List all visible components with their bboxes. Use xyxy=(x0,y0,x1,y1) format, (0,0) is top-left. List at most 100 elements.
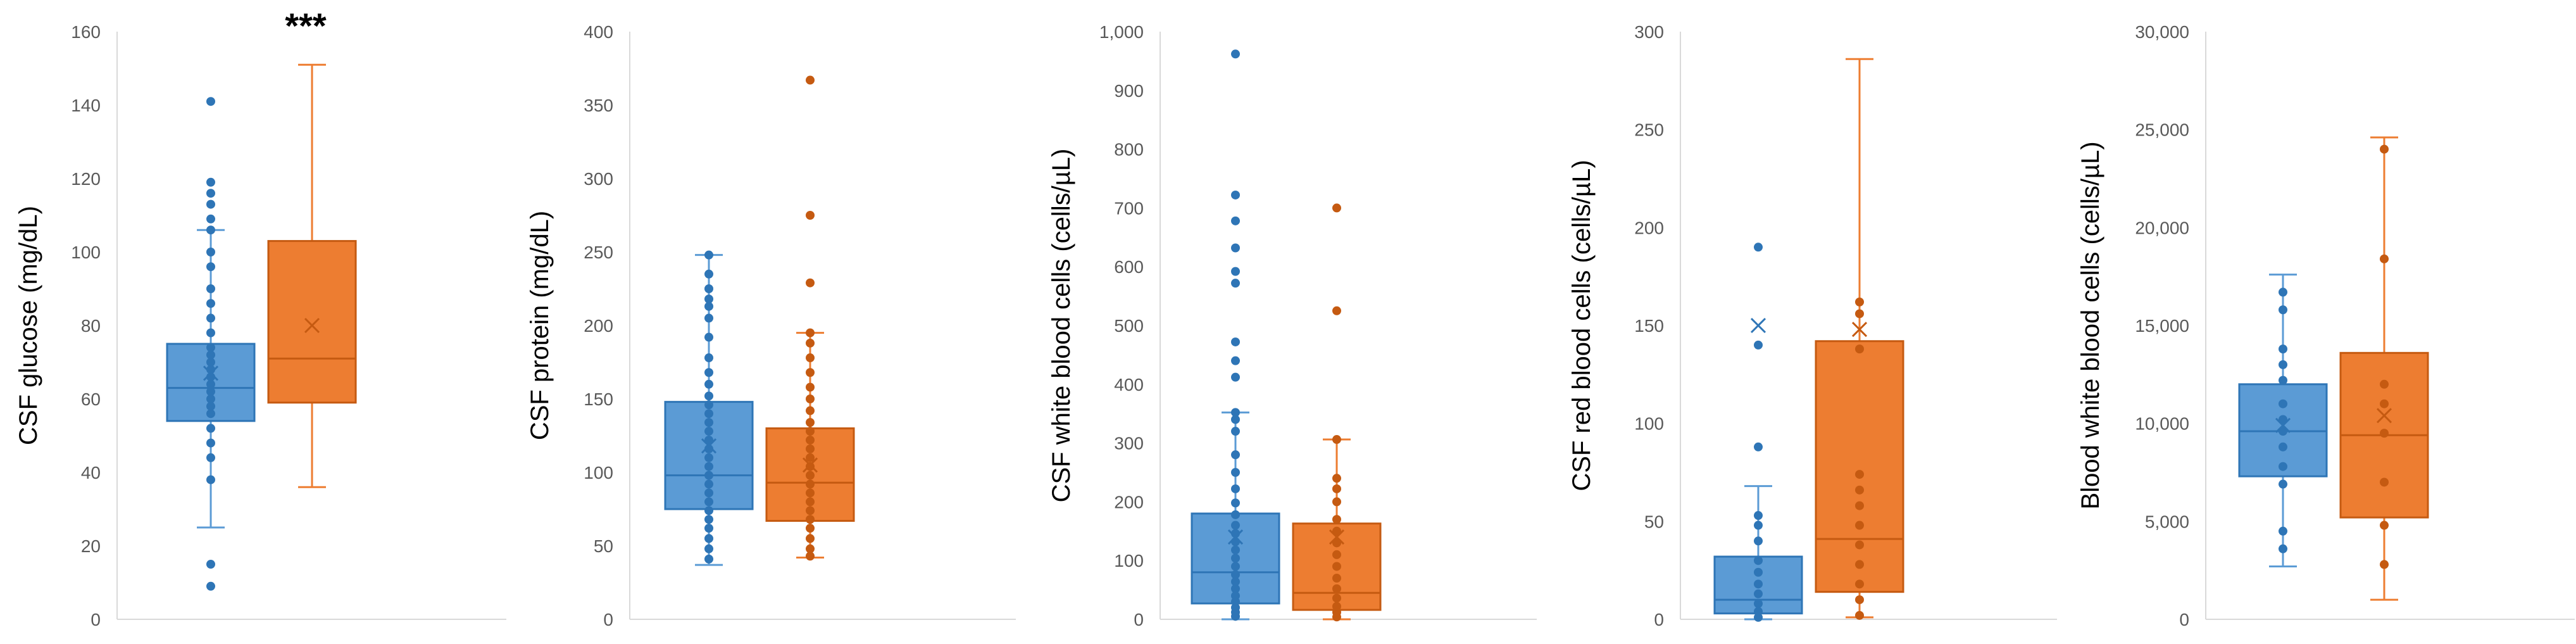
y-tick-label: 400 xyxy=(1114,375,1144,395)
data-point xyxy=(2279,399,2287,408)
series-1-box xyxy=(2238,274,2328,567)
data-point xyxy=(1332,584,1341,593)
data-point xyxy=(1855,560,1864,569)
y-tick-label: 40 xyxy=(81,463,101,483)
data-point xyxy=(1754,589,1763,598)
data-point xyxy=(206,313,215,323)
data-point xyxy=(206,225,215,235)
y-tick-label: 100 xyxy=(1114,551,1144,571)
data-point xyxy=(1231,279,1240,288)
data-point xyxy=(1754,536,1763,546)
y-tick-label: 300 xyxy=(1634,22,1664,42)
y-tick-label: 0 xyxy=(1654,610,1664,629)
y-tick-label: 0 xyxy=(603,610,613,629)
data-point xyxy=(806,462,815,471)
data-point xyxy=(1855,309,1864,319)
data-point xyxy=(2279,305,2287,315)
mean-marker xyxy=(1329,529,1345,545)
y-tick-label: 200 xyxy=(584,316,613,336)
y-axis-title: CSF protein (mg/dL) xyxy=(526,211,554,440)
data-point xyxy=(206,409,215,419)
series-1-box xyxy=(1713,243,1803,622)
data-point xyxy=(2380,560,2389,569)
data-point xyxy=(206,262,215,272)
data-point xyxy=(2279,376,2287,385)
data-point xyxy=(1332,497,1341,507)
y-tick-label: 20 xyxy=(81,536,101,556)
data-point xyxy=(1231,545,1240,555)
y-tick-label: 900 xyxy=(1114,81,1144,101)
data-point xyxy=(2380,399,2389,408)
y-tick-label: 30,000 xyxy=(2135,22,2189,42)
y-tick-label: 250 xyxy=(1634,120,1664,140)
data-point xyxy=(704,462,713,471)
data-point xyxy=(2279,526,2287,536)
data-point xyxy=(704,301,713,311)
data-point xyxy=(1231,49,1240,59)
y-axis-title: CSF glucose (mg/dL) xyxy=(15,206,42,445)
data-point xyxy=(806,211,815,220)
data-point xyxy=(1754,442,1763,451)
data-point xyxy=(1855,595,1864,605)
y-tick-label: 300 xyxy=(1114,434,1144,453)
data-point xyxy=(1855,344,1864,354)
data-point xyxy=(1332,593,1341,603)
data-point xyxy=(206,401,215,411)
y-tick-label: 200 xyxy=(1114,492,1144,512)
data-point xyxy=(704,534,713,543)
data-point xyxy=(1231,356,1240,365)
data-point xyxy=(704,524,713,533)
data-point xyxy=(206,475,215,484)
y-tick-label: 15,000 xyxy=(2135,316,2189,336)
data-point xyxy=(1231,498,1240,508)
data-point xyxy=(1855,610,1864,620)
data-point xyxy=(1754,521,1763,530)
data-point xyxy=(206,560,215,569)
y-tick-label: 140 xyxy=(71,96,101,115)
data-point xyxy=(704,418,713,427)
mean-marker xyxy=(1851,322,1868,338)
data-point xyxy=(2279,287,2287,297)
data-point xyxy=(1332,306,1341,315)
data-point xyxy=(206,97,215,106)
data-point xyxy=(704,444,713,453)
y-tick-label: 80 xyxy=(81,316,101,336)
data-point xyxy=(1231,562,1240,571)
y-tick-label: 200 xyxy=(1634,218,1664,237)
data-point xyxy=(704,368,713,377)
data-point xyxy=(1332,203,1341,213)
iqr-box xyxy=(1815,340,1904,593)
data-point xyxy=(1231,216,1240,225)
data-point xyxy=(806,515,815,524)
y-tick-label: 50 xyxy=(594,536,613,556)
data-point xyxy=(2380,477,2389,487)
data-point xyxy=(206,350,215,360)
data-point xyxy=(806,544,815,553)
mean-marker xyxy=(701,438,717,454)
data-point xyxy=(704,391,713,401)
data-point xyxy=(1754,607,1763,616)
data-point xyxy=(806,395,815,403)
y-tick-label: 0 xyxy=(91,610,101,629)
data-point xyxy=(2279,344,2287,354)
series-1-box xyxy=(166,97,256,591)
data-point xyxy=(206,395,215,403)
data-point xyxy=(1231,190,1240,199)
data-point xyxy=(1231,584,1240,593)
series-2-box xyxy=(765,75,855,561)
data-point xyxy=(704,479,713,489)
data-point xyxy=(2380,429,2389,438)
data-point xyxy=(1231,427,1240,436)
y-tick-label: 300 xyxy=(584,169,613,189)
data-point xyxy=(704,488,713,498)
data-point xyxy=(1855,470,1864,479)
data-point xyxy=(1231,521,1240,530)
data-point xyxy=(704,544,713,553)
data-point xyxy=(1231,243,1240,253)
data-point xyxy=(1231,372,1240,382)
data-point xyxy=(806,444,815,453)
data-point xyxy=(1754,599,1763,609)
y-axis-title: CSF red blood cells (cells/µL) xyxy=(1568,160,1596,491)
data-point xyxy=(1855,501,1864,510)
data-point xyxy=(1332,562,1341,571)
